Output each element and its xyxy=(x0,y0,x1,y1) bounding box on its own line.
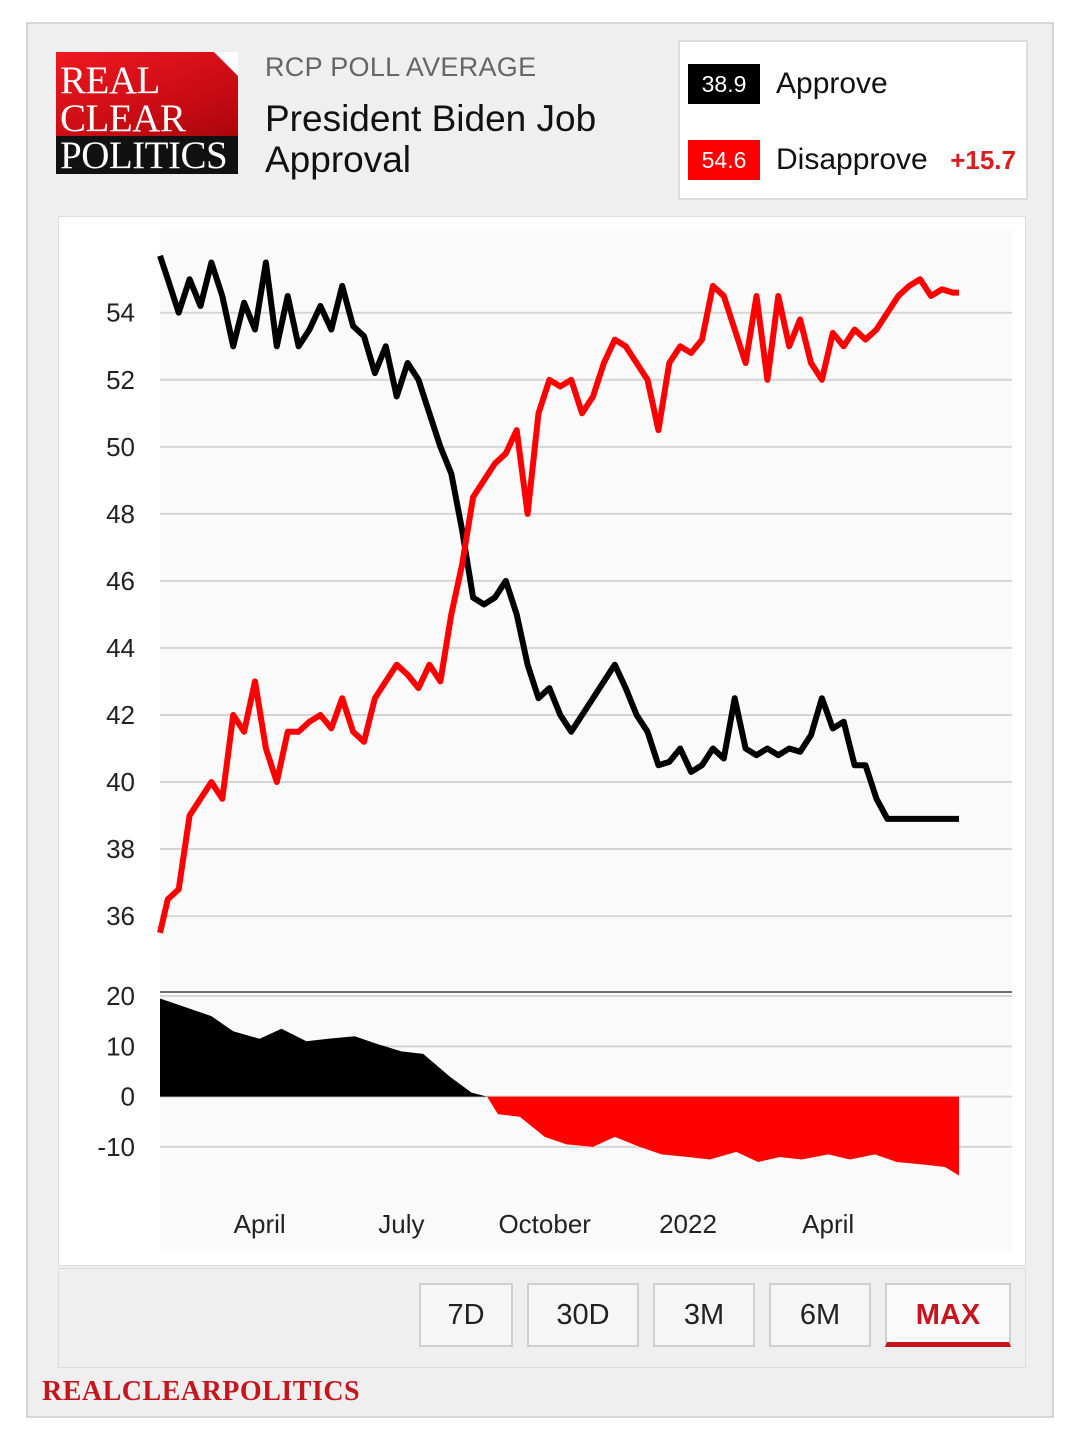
logo-line-clear: CLEAR xyxy=(60,97,186,140)
spread-area-negative xyxy=(487,1096,959,1176)
range-30d-button[interactable]: 30D xyxy=(527,1283,639,1347)
series-line-approve xyxy=(157,254,959,822)
spread-y-tick-label: -10 xyxy=(97,1132,135,1162)
spread-value: +15.7 xyxy=(950,145,1016,175)
series-line-disapprove xyxy=(157,276,959,934)
x-tick-label: October xyxy=(498,1209,591,1239)
range-selector: 7D 30D 3M 6M MAX xyxy=(58,1268,1026,1368)
main-y-tick-label: 50 xyxy=(106,432,135,462)
main-y-tick-label: 44 xyxy=(106,633,135,663)
approve-label: Approve xyxy=(776,67,888,100)
main-y-tick-label: 40 xyxy=(106,767,135,797)
logo-line-real: REAL xyxy=(60,59,160,102)
legend-box: 38.9 Approve 54.6 Disapprove +15.7 xyxy=(678,40,1028,200)
range-6m-button[interactable]: 6M xyxy=(769,1283,871,1347)
x-tick-label: April xyxy=(802,1209,854,1239)
main-y-tick-label: 38 xyxy=(106,834,135,864)
x-tick-label: April xyxy=(234,1209,286,1239)
main-y-tick-label: 46 xyxy=(106,566,135,596)
main-y-tick-label: 48 xyxy=(106,499,135,529)
main-y-tick-label: 52 xyxy=(106,365,135,395)
chart-card: REAL CLEAR POLITICS RCP POLL AVERAGE Pre… xyxy=(26,22,1054,1418)
chart-panel: 54 52 50 48 46 44 42 40 38 36 20 10 0 -10 April July Oct… xyxy=(58,216,1026,1266)
poll-average-label: RCP POLL AVERAGE xyxy=(265,52,537,82)
spread-y-tick-label: 20 xyxy=(106,981,135,1011)
disapprove-value-badge: 54.6 xyxy=(688,140,760,180)
x-tick-label: July xyxy=(378,1209,424,1239)
spread-y-tick-label: 10 xyxy=(106,1031,135,1061)
range-3m-button[interactable]: 3M xyxy=(653,1283,755,1347)
footer-brand[interactable]: REALCLEARPOLITICS xyxy=(42,1376,361,1407)
disapprove-label: Disapprove xyxy=(776,143,928,176)
range-7d-button[interactable]: 7D xyxy=(419,1283,513,1347)
main-y-tick-label: 54 xyxy=(106,298,135,328)
approval-chart[interactable]: 54 52 50 48 46 44 42 40 38 36 20 10 0 -10 April July Oct… xyxy=(59,217,1025,1265)
spread-y-tick-label: 0 xyxy=(121,1082,135,1112)
x-tick-label: 2022 xyxy=(659,1209,717,1239)
logo-line-politics: POLITICS xyxy=(60,134,228,177)
main-y-tick-label: 42 xyxy=(106,700,135,730)
approve-value-badge: 38.9 xyxy=(688,64,760,104)
main-y-tick-label: 36 xyxy=(106,901,135,931)
rcp-logo[interactable]: REAL CLEAR POLITICS xyxy=(56,52,238,177)
range-max-button[interactable]: MAX xyxy=(885,1283,1011,1347)
chart-title: President Biden Job Approval xyxy=(265,98,597,180)
spread-area-positive xyxy=(160,998,488,1097)
